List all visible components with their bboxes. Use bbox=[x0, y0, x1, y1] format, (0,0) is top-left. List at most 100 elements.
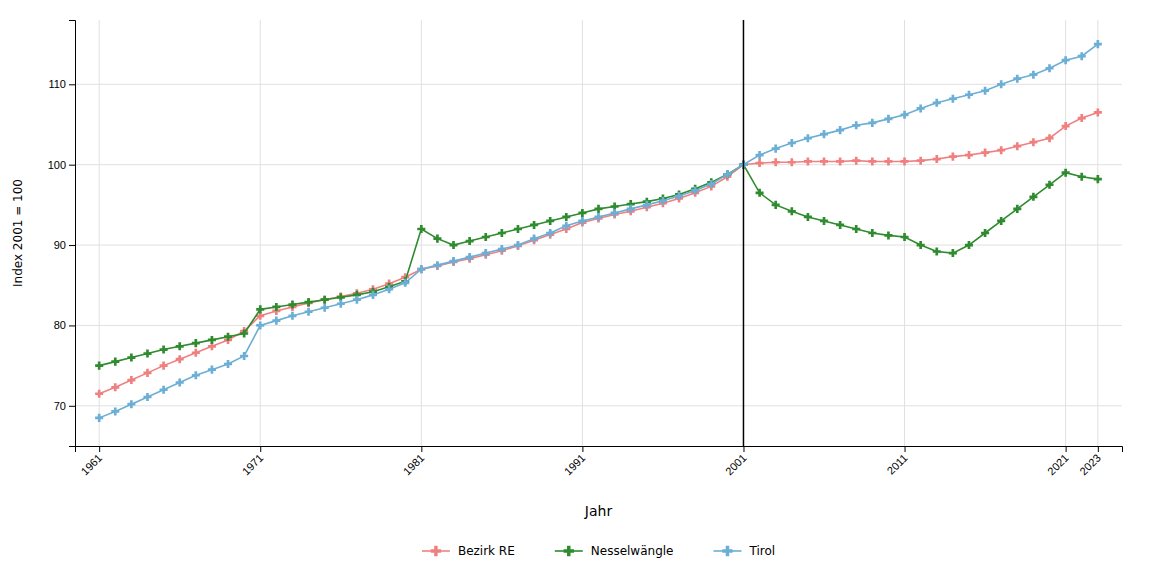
legend-marker bbox=[564, 546, 574, 556]
series-point bbox=[498, 229, 506, 237]
series-point bbox=[256, 321, 264, 329]
grid-line-x bbox=[743, 20, 744, 446]
series-point bbox=[1094, 40, 1102, 48]
series-point bbox=[514, 242, 522, 250]
y-tick-label: 100 bbox=[48, 159, 66, 171]
series-point bbox=[160, 346, 168, 354]
series-point bbox=[901, 233, 909, 241]
series-point bbox=[1094, 108, 1102, 116]
series-point bbox=[1013, 75, 1021, 83]
series-point bbox=[578, 209, 586, 217]
series-point bbox=[1029, 71, 1037, 79]
series-point bbox=[933, 99, 941, 107]
series-point bbox=[884, 231, 892, 239]
series-point bbox=[240, 329, 248, 337]
plot-area bbox=[95, 20, 1102, 446]
series-point bbox=[482, 249, 490, 257]
series-point bbox=[901, 111, 909, 119]
series-point bbox=[530, 221, 538, 229]
series-point bbox=[176, 342, 184, 350]
x-tick-mark bbox=[743, 446, 744, 452]
x-tick-label: 2001 bbox=[723, 452, 749, 478]
series-point bbox=[111, 383, 119, 391]
series-point bbox=[192, 339, 200, 347]
series-point bbox=[176, 355, 184, 363]
y-tick: 90 bbox=[54, 239, 75, 251]
y-tick-label: 80 bbox=[54, 319, 66, 331]
reference-line bbox=[743, 20, 745, 446]
series-line bbox=[99, 165, 1098, 366]
series-point bbox=[1062, 122, 1070, 130]
series-point bbox=[1062, 169, 1070, 177]
series-point bbox=[321, 304, 329, 312]
series-point bbox=[466, 253, 474, 261]
series-point bbox=[965, 91, 973, 99]
series-point bbox=[562, 213, 570, 221]
x-tick-mark bbox=[99, 446, 100, 452]
legend-label: Nesselwängle bbox=[591, 544, 674, 558]
y-tick-label: 70 bbox=[54, 400, 66, 412]
series-point bbox=[772, 145, 780, 153]
series-line bbox=[99, 44, 1098, 418]
series-point bbox=[820, 157, 828, 165]
series-point bbox=[981, 149, 989, 157]
series-point bbox=[707, 180, 715, 188]
series-point bbox=[546, 217, 554, 225]
series-point bbox=[160, 362, 168, 370]
legend-item: Nesselwängle bbox=[555, 544, 674, 558]
y-axis-title: Index 2001 = 100 bbox=[11, 179, 25, 287]
series-point bbox=[288, 312, 296, 320]
series-point bbox=[1045, 181, 1053, 189]
series-point bbox=[433, 235, 441, 243]
series-point bbox=[450, 258, 458, 266]
series-point bbox=[143, 393, 151, 401]
series-point bbox=[1013, 205, 1021, 213]
series-point bbox=[594, 213, 602, 221]
x-tick-mark bbox=[1066, 446, 1067, 452]
y-axis: 70 80 90 100 110 bbox=[48, 21, 76, 447]
series-point bbox=[868, 157, 876, 165]
series-point bbox=[498, 245, 506, 253]
series-point bbox=[466, 237, 474, 245]
series-point bbox=[917, 241, 925, 249]
x-axis-line bbox=[76, 447, 1123, 453]
x-tick-label: 2011 bbox=[885, 452, 910, 477]
series-point bbox=[772, 201, 780, 209]
series-point bbox=[804, 157, 812, 165]
x-tick-mark bbox=[260, 446, 261, 452]
series-point bbox=[1094, 175, 1102, 183]
legend-label: Tirol bbox=[748, 544, 775, 558]
y-tick-mark bbox=[69, 165, 75, 166]
series-point bbox=[450, 241, 458, 249]
x-tick-mark bbox=[582, 446, 583, 452]
grid-line-y bbox=[75, 325, 1122, 326]
series-point bbox=[305, 298, 313, 306]
series-point bbox=[852, 157, 860, 165]
series-point bbox=[804, 213, 812, 221]
series-point bbox=[659, 197, 667, 205]
series-point bbox=[820, 130, 828, 138]
series-point bbox=[756, 159, 764, 167]
x-tick: 2001 bbox=[723, 446, 749, 477]
grid-line-y bbox=[75, 405, 1122, 406]
series-point bbox=[337, 292, 345, 300]
series-point bbox=[288, 301, 296, 309]
legend-item: Bezirk RE bbox=[422, 544, 515, 558]
series-point bbox=[643, 201, 651, 209]
x-tick-label: 1961 bbox=[79, 452, 105, 478]
series-point bbox=[433, 262, 441, 270]
series-point bbox=[127, 376, 135, 384]
series-point bbox=[1062, 56, 1070, 64]
series-point bbox=[836, 221, 844, 229]
series-point bbox=[95, 362, 103, 370]
series-point bbox=[417, 265, 425, 273]
series-point bbox=[530, 235, 538, 243]
series-point bbox=[111, 358, 119, 366]
series-point bbox=[160, 386, 168, 394]
series-point bbox=[772, 158, 780, 166]
series-point bbox=[852, 225, 860, 233]
series-point bbox=[611, 209, 619, 217]
x-tick-mark bbox=[1098, 446, 1099, 452]
x-tick-label: 1991 bbox=[562, 452, 588, 478]
y-tick: 110 bbox=[48, 78, 75, 90]
